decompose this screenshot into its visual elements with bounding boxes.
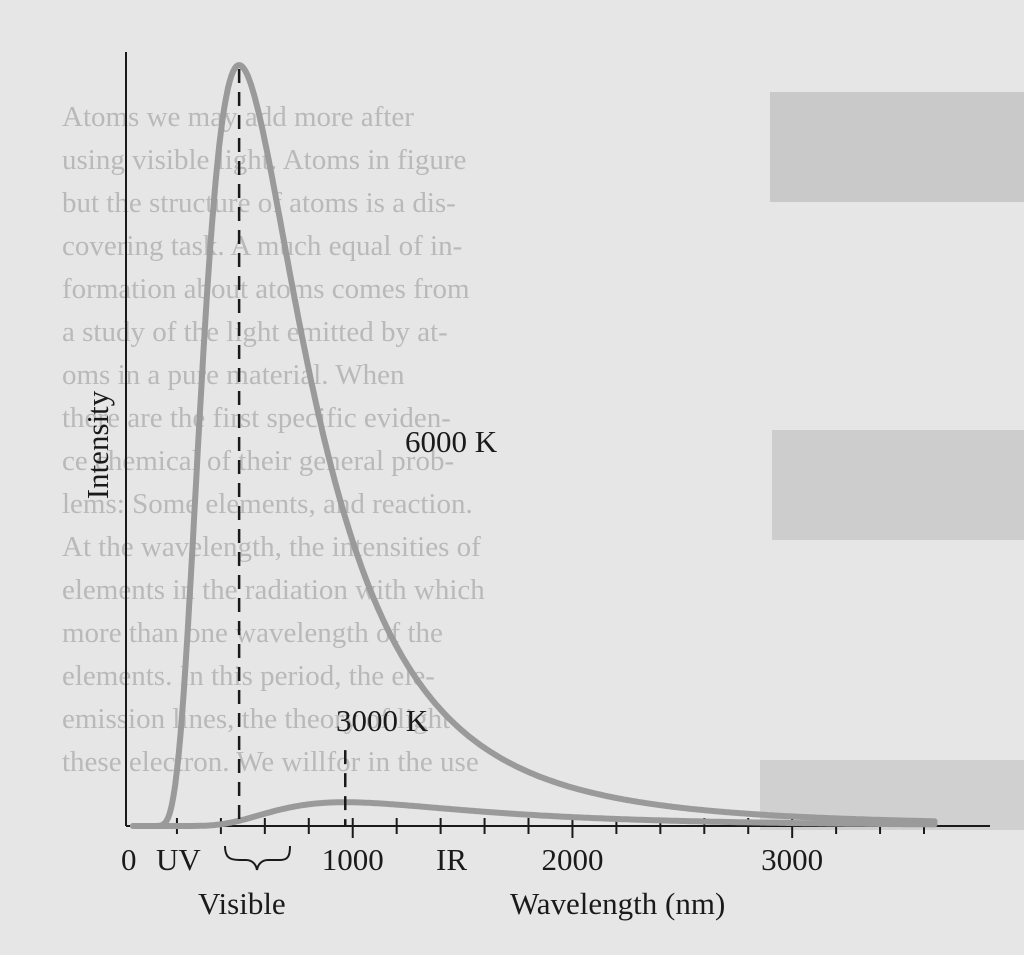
uv-label: UV xyxy=(156,842,201,877)
series-label-6000k: 6000 K xyxy=(405,424,498,459)
background-block-1 xyxy=(770,92,1024,202)
x-tick-labels: 0 1000 2000 3000 xyxy=(121,842,823,877)
background-text-line: At the wavelength, the intensities of xyxy=(62,531,481,563)
peak-markers xyxy=(237,69,347,826)
visible-range-brace xyxy=(224,845,291,871)
background-text-line: lems: Some elements, and reaction. xyxy=(62,488,473,520)
x-tick-label: 1000 xyxy=(322,842,384,877)
curves xyxy=(130,62,938,829)
background-text-line: formation about atoms comes from xyxy=(62,273,470,305)
background-text-line: a study of the light emitted by at- xyxy=(62,316,448,348)
x-tick-label: 2000 xyxy=(541,842,603,877)
background-block-2 xyxy=(772,430,1024,540)
curve-6000k xyxy=(130,62,938,829)
background-text-line: but the structure of atoms is a dis- xyxy=(62,187,456,219)
curve-3000k xyxy=(130,799,938,829)
background-text-line: ce chemical of their general prob- xyxy=(62,445,454,477)
background-text-line: oms in a pure material. When xyxy=(62,359,405,391)
background-text-line: these electron. We willfor in the use xyxy=(62,746,479,778)
x-axis-title: Wavelength (nm) xyxy=(510,886,725,921)
series-label-3000k: 3000 K xyxy=(336,703,429,738)
ir-label: IR xyxy=(436,842,467,877)
visible-label: Visible xyxy=(198,886,286,921)
background-text-line: there are the first specific eviden- xyxy=(62,402,451,434)
x-tick-label: 3000 xyxy=(761,842,823,877)
y-axis-title: Intensity xyxy=(80,390,115,499)
background-text-line: elements. In this period, the ele- xyxy=(62,660,435,692)
background-text-line: elements in the radiation with which xyxy=(62,574,485,606)
x-tick-label: 0 xyxy=(121,842,137,877)
background-text-line: covering task. A much equal of in- xyxy=(62,230,462,262)
